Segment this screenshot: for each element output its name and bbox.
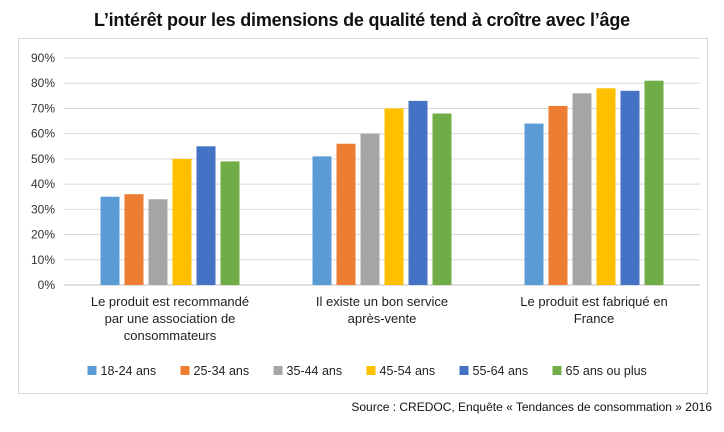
bar	[336, 143, 356, 285]
legend-label: 18-24 ans	[101, 364, 157, 378]
bars	[100, 80, 664, 286]
bar	[360, 133, 380, 285]
bar	[572, 93, 592, 285]
legend-label: 45-54 ans	[380, 364, 436, 378]
bar	[384, 108, 404, 285]
y-tick-label: 0%	[38, 278, 56, 292]
legend-label: 55-64 ans	[473, 364, 529, 378]
y-axis-ticks: 0% 10% 20% 30% 40% 50% 60% 70% 80% 90%	[31, 51, 55, 292]
legend-label: 25-34 ans	[194, 364, 250, 378]
bar	[524, 123, 544, 285]
x-tick-label: Le produit est fabriqué en	[520, 294, 667, 309]
x-tick-label: consommateurs	[124, 328, 217, 343]
source-note: Source : CREDOC, Enquête « Tendances de …	[351, 400, 712, 414]
bar	[196, 146, 216, 285]
bar	[172, 158, 192, 285]
legend-label: 35-44 ans	[287, 364, 343, 378]
x-tick-label: France	[574, 311, 614, 326]
x-tick-label: Il existe un bon service	[316, 294, 448, 309]
x-tick-label: Le produit est recommandé	[91, 294, 249, 309]
chart-title: L’intérêt pour les dimensions de qualité…	[94, 10, 630, 30]
legend-label: 65 ans ou plus	[566, 364, 647, 378]
bar	[432, 113, 452, 285]
bar	[408, 100, 428, 285]
bar	[312, 156, 332, 285]
x-axis-labels: Le produit est recommandé par une associa…	[91, 294, 668, 343]
bar	[596, 88, 616, 286]
bar	[620, 90, 640, 286]
y-tick-label: 20%	[31, 228, 55, 242]
y-tick-label: 80%	[31, 76, 55, 90]
y-tick-label: 10%	[31, 253, 55, 267]
x-tick-label: après-vente	[348, 311, 417, 326]
chart-frame	[18, 38, 708, 394]
y-tick-label: 70%	[31, 101, 55, 115]
bar	[148, 199, 168, 285]
x-tick-label: par une association de	[105, 311, 236, 326]
legend-swatch	[552, 366, 562, 375]
y-tick-label: 50%	[31, 152, 55, 166]
bar	[548, 105, 568, 285]
legend-swatch	[87, 366, 97, 375]
gridlines	[64, 57, 700, 286]
bar	[100, 196, 120, 285]
legend-swatch	[180, 366, 190, 375]
bar	[220, 161, 240, 285]
y-tick-label: 60%	[31, 127, 55, 141]
bar	[124, 194, 144, 285]
y-tick-label: 30%	[31, 202, 55, 216]
legend: 18-24 ans 25-34 ans 35-44 ans 45-54 ans 55-6…	[87, 364, 647, 378]
legend-swatch	[459, 366, 469, 375]
bar	[644, 80, 664, 285]
legend-swatch	[366, 366, 376, 375]
y-tick-label: 40%	[31, 177, 55, 191]
legend-swatch	[273, 366, 283, 375]
y-tick-label: 90%	[31, 51, 55, 65]
